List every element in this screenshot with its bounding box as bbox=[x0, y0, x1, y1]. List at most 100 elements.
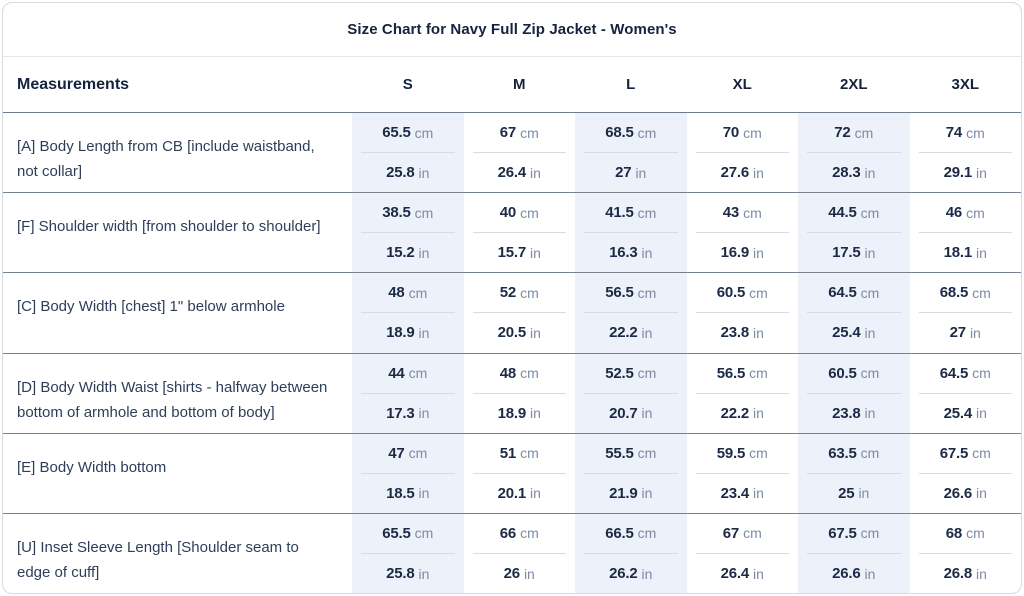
size-value-cell: 48 cm 18.9 in bbox=[352, 273, 464, 353]
cm-value: 44.5 bbox=[828, 204, 857, 222]
size-value-cell: 67 cm 26.4 in bbox=[464, 113, 576, 192]
in-value: 16.9 bbox=[720, 244, 750, 262]
in-value-line: 20.5 in bbox=[464, 313, 576, 352]
cm-value-line: 67.5 cm bbox=[798, 514, 910, 553]
cm-unit: cm bbox=[743, 204, 762, 221]
in-unit: in bbox=[530, 405, 541, 422]
size-value-cell: 56.5 cm 22.2 in bbox=[575, 273, 687, 353]
cm-value: 66 bbox=[499, 524, 517, 542]
in-unit: in bbox=[864, 164, 876, 181]
size-value-cell: 63.5 cm 25 in bbox=[798, 433, 910, 513]
cm-in-divider bbox=[807, 232, 901, 234]
in-value: 18.5 bbox=[386, 484, 415, 502]
in-unit: in bbox=[753, 164, 764, 181]
in-value: 15.2 bbox=[386, 244, 415, 262]
cm-value: 44 bbox=[388, 364, 405, 382]
cm-unit: cm bbox=[520, 204, 539, 221]
in-unit: in bbox=[976, 565, 987, 582]
cm-unit: cm bbox=[637, 284, 657, 301]
in-value-line: 25.4 in bbox=[910, 394, 1022, 433]
cm-unit: cm bbox=[520, 445, 539, 462]
in-unit: in bbox=[523, 565, 535, 582]
cm-unit: cm bbox=[637, 445, 657, 462]
measurement-row: [A] Body Length from CB [include waistba… bbox=[3, 113, 1021, 194]
cm-in-divider bbox=[807, 552, 901, 554]
in-unit: in bbox=[969, 324, 981, 341]
cm-value: 60.5 bbox=[716, 284, 746, 302]
measurement-row: [F] Shoulder width [from shoulder to sho… bbox=[3, 193, 1021, 274]
in-value-line: 26 in bbox=[464, 554, 576, 593]
cm-in-divider bbox=[472, 312, 566, 314]
cm-value-line: 60.5 cm bbox=[687, 273, 799, 312]
in-value-line: 26.6 in bbox=[910, 474, 1022, 513]
cm-value: 47 bbox=[388, 444, 405, 462]
cm-value: 67.5 bbox=[828, 524, 857, 542]
cm-value: 67 bbox=[499, 124, 517, 142]
cm-value: 38.5 bbox=[382, 204, 411, 222]
in-value: 29.1 bbox=[943, 164, 973, 182]
cm-in-divider bbox=[695, 472, 789, 474]
in-value-line: 22.2 in bbox=[575, 313, 687, 352]
in-value-line: 28.3 in bbox=[798, 153, 910, 192]
cm-in-divider bbox=[361, 152, 455, 154]
cm-in-divider bbox=[584, 472, 678, 474]
title-bar: Size Chart for Navy Full Zip Jacket - Wo… bbox=[3, 3, 1021, 57]
in-unit: in bbox=[530, 164, 541, 181]
cm-unit: cm bbox=[414, 525, 434, 542]
size-value-cell: 64.5 cm 25.4 in bbox=[910, 354, 1022, 433]
in-unit: in bbox=[418, 405, 430, 422]
in-value-line: 26.8 in bbox=[910, 554, 1022, 593]
cm-in-divider bbox=[918, 152, 1012, 154]
in-value-line: 27.6 in bbox=[687, 153, 799, 192]
cm-unit: cm bbox=[860, 445, 880, 462]
measurement-label: [F] Shoulder width [from shoulder to sho… bbox=[17, 218, 321, 236]
cm-in-divider bbox=[472, 552, 566, 554]
measurement-row: [D] Body Width Waist [shirts - halfway b… bbox=[3, 353, 1022, 434]
cm-value: 41.5 bbox=[605, 204, 634, 222]
cm-value: 52.5 bbox=[605, 364, 634, 382]
cm-value-line: 63.5 cm bbox=[798, 434, 910, 473]
size-column-header: L bbox=[626, 76, 636, 93]
in-unit: in bbox=[418, 485, 430, 502]
cm-in-divider bbox=[472, 472, 566, 474]
in-value: 17.3 bbox=[386, 404, 415, 422]
cm-value-line: 67 cm bbox=[464, 113, 576, 152]
size-column-header: 2XL bbox=[839, 76, 868, 93]
cm-value: 68.5 bbox=[939, 284, 969, 302]
size-value-cell: 44 cm 17.3 in bbox=[352, 353, 464, 433]
measurement-label: [C] Body Width [chest] 1" below armhole bbox=[17, 298, 285, 316]
in-value: 21.9 bbox=[609, 484, 638, 502]
in-value: 26 bbox=[503, 565, 521, 582]
cm-unit: cm bbox=[860, 284, 880, 301]
in-unit: in bbox=[635, 164, 647, 181]
cm-value-line: 41.5 cm bbox=[575, 193, 687, 232]
column-header-measurements: Measurements bbox=[17, 75, 130, 93]
in-value-line: 26.4 in bbox=[464, 153, 576, 192]
in-value: 27 bbox=[615, 164, 632, 182]
cm-in-divider bbox=[361, 392, 455, 394]
cm-value: 48 bbox=[499, 364, 517, 382]
cm-value-line: 55.5 cm bbox=[575, 434, 687, 473]
size-value-cell: 70 cm 27.6 in bbox=[687, 113, 799, 192]
cm-value: 46 bbox=[945, 204, 963, 222]
size-value-cell: 67.5 cm 26.6 in bbox=[910, 434, 1022, 513]
cm-value: 56.5 bbox=[605, 284, 634, 302]
size-value-cell: 65.5 cm 25.8 in bbox=[352, 113, 464, 193]
cm-unit: cm bbox=[749, 445, 768, 462]
size-value-cell: 47 cm 18.5 in bbox=[352, 433, 464, 513]
cm-value-line: 56.5 cm bbox=[687, 354, 799, 393]
cm-unit: cm bbox=[408, 284, 428, 301]
in-unit: in bbox=[641, 405, 653, 422]
cm-in-divider bbox=[695, 392, 789, 394]
in-unit: in bbox=[976, 405, 987, 422]
in-unit: in bbox=[864, 324, 876, 341]
measurement-row: [U] Inset Sleeve Length [Shoulder seam t… bbox=[3, 513, 1022, 593]
cm-unit: cm bbox=[414, 124, 434, 141]
cm-value: 68.5 bbox=[605, 124, 634, 142]
cm-value-line: 59.5 cm bbox=[687, 434, 799, 473]
cm-value: 55.5 bbox=[605, 444, 634, 462]
in-value: 20.7 bbox=[609, 404, 638, 422]
cm-unit: cm bbox=[520, 124, 539, 141]
cm-unit: cm bbox=[966, 124, 985, 141]
size-value-cell: 41.5 cm 16.3 in bbox=[575, 193, 687, 273]
